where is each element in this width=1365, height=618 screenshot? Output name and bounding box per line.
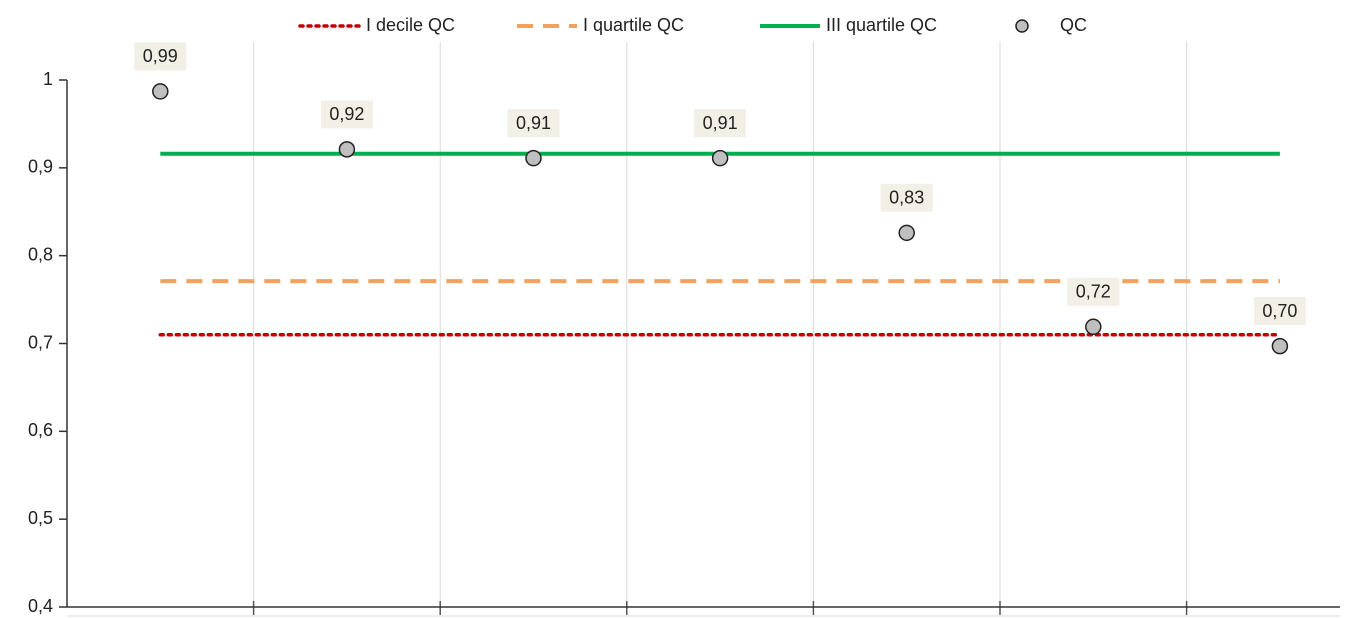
- data-label-bg: [1253, 297, 1306, 326]
- data-label-text: 0,70: [1262, 301, 1297, 321]
- legend-label: III quartile QC: [826, 15, 937, 35]
- qc-point: [898, 224, 915, 242]
- data-label-bg: [1067, 277, 1120, 306]
- data-label: 0,72: [1067, 277, 1120, 306]
- data-label-text: 0,83: [889, 188, 924, 208]
- legend-item: I decile QC: [298, 15, 455, 35]
- legend-item: QC: [1015, 15, 1087, 35]
- data-label: 0,91: [507, 109, 560, 138]
- data-label-text: 0,72: [1076, 282, 1111, 302]
- y-tick-label: 0,5: [28, 508, 53, 528]
- qc-point: [338, 141, 356, 158]
- y-tick-label: 0,7: [28, 332, 53, 352]
- data-label-text: 0,91: [516, 113, 551, 133]
- data-label: 0,70: [1253, 297, 1306, 326]
- data-label-bg: [320, 100, 373, 129]
- y-tick-label: 0,6: [28, 420, 53, 440]
- data-label-text: 0,91: [703, 113, 738, 133]
- legend-label: I decile QC: [366, 15, 455, 35]
- legend-marker: [1015, 19, 1029, 33]
- data-label: 0,99: [134, 42, 187, 71]
- qc-point: [711, 149, 729, 167]
- data-label-bg: [134, 42, 187, 71]
- legend-item: III quartile QC: [760, 15, 937, 35]
- y-tick-label: 0,4: [28, 596, 53, 616]
- legend-label: I quartile QC: [583, 15, 684, 35]
- data-label: 0,91: [694, 109, 747, 138]
- qc-point: [152, 83, 169, 100]
- qc-point: [1271, 337, 1289, 355]
- y-tick-label: 0,8: [28, 244, 53, 264]
- data-label-bg: [507, 109, 560, 138]
- data-label-bg: [694, 109, 747, 138]
- y-tick-label: 0,9: [28, 157, 53, 177]
- data-label-text: 0,99: [143, 46, 178, 66]
- data-label: 0,92: [320, 100, 373, 129]
- legend-item: I quartile QC: [517, 15, 684, 35]
- legend-label: QC: [1060, 15, 1087, 35]
- data-label-bg: [880, 183, 933, 212]
- qc-point: [1085, 318, 1102, 336]
- qc-point: [525, 149, 542, 167]
- y-tick-label: 1: [43, 69, 53, 89]
- data-label-text: 0,92: [329, 104, 364, 124]
- data-label: 0,83: [880, 183, 933, 212]
